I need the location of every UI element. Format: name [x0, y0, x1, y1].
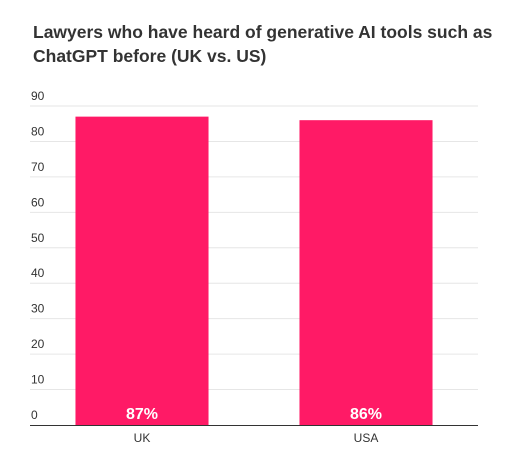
y-tick-label: 10 [31, 373, 45, 387]
y-tick-label: 20 [31, 337, 45, 351]
y-tick-label: 80 [31, 124, 45, 138]
data-label: 87% [126, 406, 158, 423]
y-tick-label: 30 [31, 302, 45, 316]
data-label: 86% [350, 406, 382, 423]
x-tick-label: UK [134, 431, 151, 445]
x-tick-label: USA [354, 431, 379, 445]
y-tick-label: 40 [31, 266, 45, 280]
y-tick-label: 70 [31, 160, 45, 174]
y-tick-label: 0 [31, 408, 38, 422]
y-tick-label: 90 [31, 89, 45, 103]
bar [75, 116, 209, 425]
bar [299, 120, 433, 425]
y-tick-label: 60 [31, 195, 45, 209]
bars: 87% 86% [75, 116, 433, 425]
y-tick-label: 50 [31, 231, 45, 245]
x-axis-ticks: UK USA [134, 431, 379, 445]
chart-title: Lawyers who have heard of generative AI … [33, 22, 493, 66]
y-axis-ticks: 0 10 20 30 40 50 60 70 80 90 [31, 89, 45, 422]
